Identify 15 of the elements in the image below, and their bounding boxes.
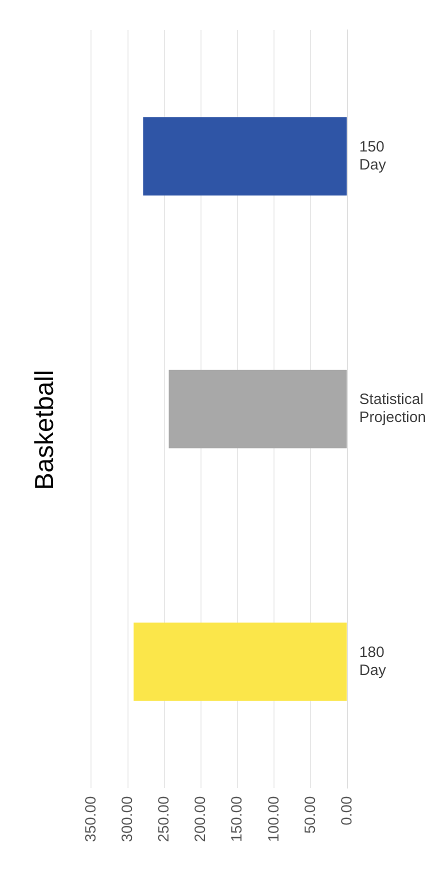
x-tick-label: 200.00 [192,796,210,842]
y-tick-label: 150 Day [359,138,386,174]
bar [134,622,347,701]
bar [168,370,347,448]
x-tick-label: 350.00 [82,796,100,842]
x-tick-label: 250.00 [156,796,173,842]
x-tick-label: 50.00 [302,796,319,834]
x-tick-label: 150.00 [228,796,246,842]
x-tick-label: 0.00 [338,796,356,826]
bar [143,117,347,196]
text: Basketball [28,370,59,490]
x-tick-label: 300.00 [118,796,136,842]
y-tick-label: 180 Day [359,644,386,679]
y-tick-label: Statistical Projection [359,391,426,426]
x-tick-label: 100.00 [265,796,282,842]
